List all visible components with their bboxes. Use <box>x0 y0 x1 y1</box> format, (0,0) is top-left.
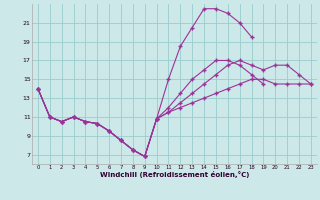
X-axis label: Windchill (Refroidissement éolien,°C): Windchill (Refroidissement éolien,°C) <box>100 171 249 178</box>
